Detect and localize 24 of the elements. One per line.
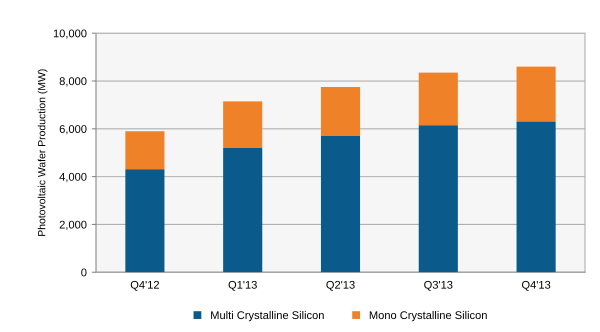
- bar: [223, 148, 262, 272]
- y-axis-title: Photovoltaic Wafer Production (MW): [38, 69, 48, 236]
- legend-label: Multi Crystalline Silicon: [211, 310, 324, 322]
- y-tick-label: 8,000: [60, 77, 87, 86]
- y-tick-label: 6,000: [60, 125, 87, 134]
- y-tick-label: 10,000: [54, 29, 87, 39]
- x-tick-label: Q3'13: [424, 280, 452, 291]
- bar: [125, 169, 164, 272]
- bar: [516, 122, 556, 272]
- legend-label: Mono Crystalline Silicon: [370, 310, 487, 322]
- bar: [516, 66, 556, 122]
- bar: [418, 72, 458, 126]
- bar: [223, 101, 262, 148]
- x-tick-label: Q2'13: [326, 280, 355, 291]
- x-tick-label: Q4'12: [130, 280, 159, 291]
- bar: [418, 125, 458, 272]
- x-tick-label: Q1'13: [228, 280, 257, 291]
- bar: [125, 131, 164, 170]
- y-tick-label: 4,000: [59, 172, 87, 182]
- x-tick-label: Q4'13: [522, 280, 550, 291]
- y-tick-label: 2,000: [60, 220, 87, 230]
- bar: [320, 86, 360, 136]
- bar: [320, 136, 360, 272]
- y-tick-label: 0: [81, 268, 87, 276]
